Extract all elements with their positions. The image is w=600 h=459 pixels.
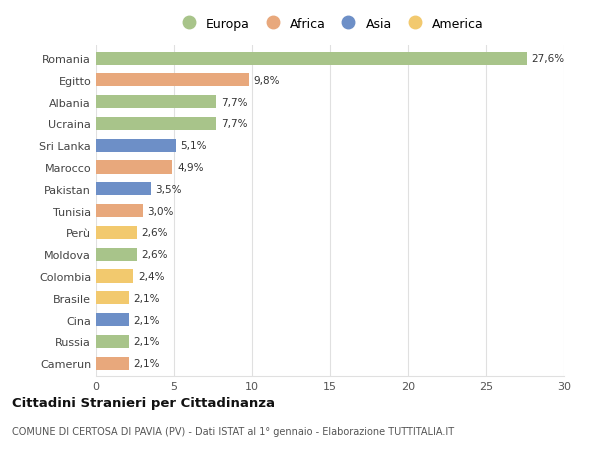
Bar [96, 96, 216, 109]
Text: 2,4%: 2,4% [138, 271, 164, 281]
Text: 7,7%: 7,7% [221, 119, 247, 129]
Text: 2,1%: 2,1% [133, 358, 160, 368]
Text: 3,5%: 3,5% [155, 185, 182, 195]
Bar [96, 291, 129, 305]
Bar [96, 313, 129, 326]
Legend: Europa, Africa, Asia, America: Europa, Africa, Asia, America [173, 15, 487, 33]
Bar [96, 357, 129, 370]
Text: 27,6%: 27,6% [531, 54, 565, 64]
Text: Cittadini Stranieri per Cittadinanza: Cittadini Stranieri per Cittadinanza [12, 396, 275, 409]
Bar [96, 248, 137, 261]
Text: 7,7%: 7,7% [221, 97, 247, 107]
Text: 4,9%: 4,9% [177, 162, 203, 173]
Bar [96, 140, 176, 152]
Text: COMUNE DI CERTOSA DI PAVIA (PV) - Dati ISTAT al 1° gennaio - Elaborazione TUTTIT: COMUNE DI CERTOSA DI PAVIA (PV) - Dati I… [12, 426, 454, 436]
Text: 9,8%: 9,8% [254, 76, 280, 86]
Bar [96, 74, 249, 87]
Bar [96, 270, 133, 283]
Text: 5,1%: 5,1% [180, 141, 207, 151]
Bar [96, 226, 137, 240]
Text: 2,6%: 2,6% [141, 228, 168, 238]
Bar [96, 52, 527, 66]
Text: 3,0%: 3,0% [148, 206, 174, 216]
Bar [96, 118, 216, 131]
Text: 2,1%: 2,1% [133, 336, 160, 347]
Bar [96, 183, 151, 196]
Text: 2,1%: 2,1% [133, 315, 160, 325]
Bar [96, 161, 172, 174]
Bar [96, 335, 129, 348]
Bar [96, 205, 143, 218]
Text: 2,1%: 2,1% [133, 293, 160, 303]
Text: 2,6%: 2,6% [141, 250, 168, 260]
